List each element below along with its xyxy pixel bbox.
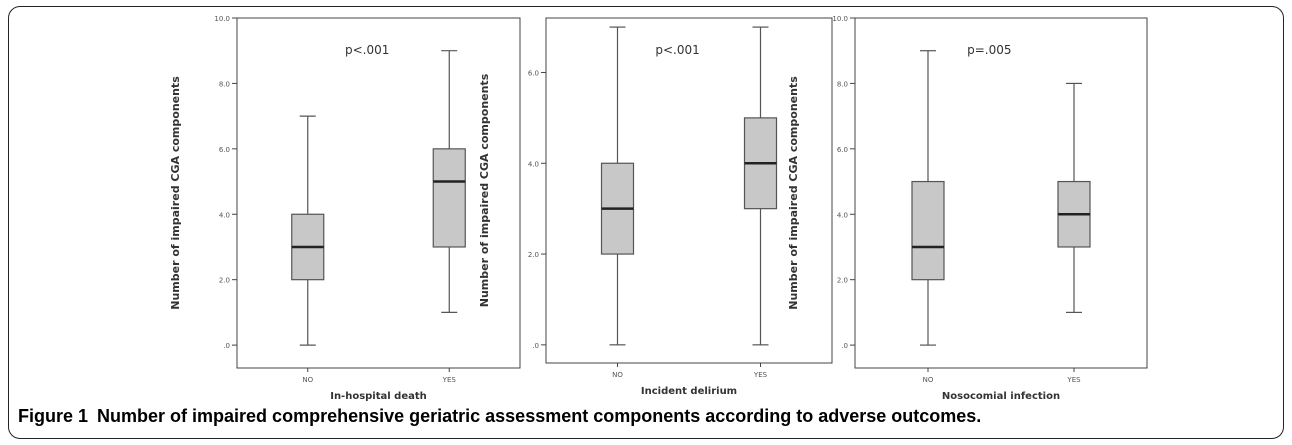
y-tick-label: .0 <box>532 342 539 350</box>
y-tick-label: .0 <box>223 342 230 350</box>
chart-panel-2: p<.001 .0 2.0 4.0 6.0 Number of impaired CGA … <box>478 17 833 397</box>
y-tick-label: 2.0 <box>528 251 539 259</box>
iqr-box <box>432 148 466 248</box>
iqr-box <box>911 180 945 281</box>
y-tick-label: 2.0 <box>837 277 848 285</box>
y-tick-label: 10.0 <box>214 15 230 23</box>
plot-frame <box>545 17 833 364</box>
y-tick-label: 6.0 <box>528 69 539 77</box>
p-value-annotation: p<.001 <box>655 43 699 57</box>
y-tick-label: 8.0 <box>837 80 848 88</box>
y-tick-label: 8.0 <box>219 80 230 88</box>
x-tick-label: YES <box>442 376 457 384</box>
x-tick-label: NO <box>612 371 623 379</box>
p-value-annotation: p<.001 <box>345 43 389 57</box>
box-no <box>911 50 945 346</box>
y-axis-label: Number of impaired CGA components <box>787 76 800 310</box>
y-tick-label: 4.0 <box>837 211 848 219</box>
x-axis-label: In-hospital death <box>330 391 427 402</box>
chart-panel-1: p<.001 .0 2.0 4.0 6.0 8.0 10.0 Number of impair… <box>169 15 521 402</box>
box-yes <box>743 26 778 346</box>
y-axis-label: Number of impaired CGA components <box>478 73 491 307</box>
y-tick-label: 2.0 <box>219 277 230 285</box>
figure-caption-label: Figure 1 <box>18 406 89 426</box>
y-tick-label: 6.0 <box>837 146 848 154</box>
chart-panel-3: p=.005 .0 2.0 4.0 6.0 8.0 10.0 Number of impair… <box>787 15 1148 402</box>
y-tick-label: 10.0 <box>832 15 848 23</box>
x-axis-label: Nosocomial infection <box>942 391 1060 402</box>
plot-frame <box>236 17 521 369</box>
plot-frame <box>854 17 1148 369</box>
figure-caption-text: Number of impaired comprehensive geriatr… <box>97 406 982 426</box>
p-value-annotation: p=.005 <box>967 43 1011 57</box>
y-tick-label: .0 <box>841 342 848 350</box>
y-tick-label: 4.0 <box>219 211 230 219</box>
x-tick-label: YES <box>753 371 768 379</box>
box-no <box>291 115 325 346</box>
x-tick-label: NO <box>302 376 313 384</box>
x-axis-label: Incident delirium <box>641 386 737 397</box>
box-yes <box>432 50 466 313</box>
y-axis-label: Number of impaired CGA components <box>169 76 182 310</box>
x-tick-label: YES <box>1066 376 1081 384</box>
figure-caption: Figure 1 Number of impaired comprehensiv… <box>18 406 981 427</box>
box-no <box>600 26 635 346</box>
y-tick-label: 6.0 <box>219 146 230 154</box>
y-tick-label: 4.0 <box>528 160 539 168</box>
x-tick-label: NO <box>923 376 934 384</box>
box-yes <box>1057 82 1091 313</box>
